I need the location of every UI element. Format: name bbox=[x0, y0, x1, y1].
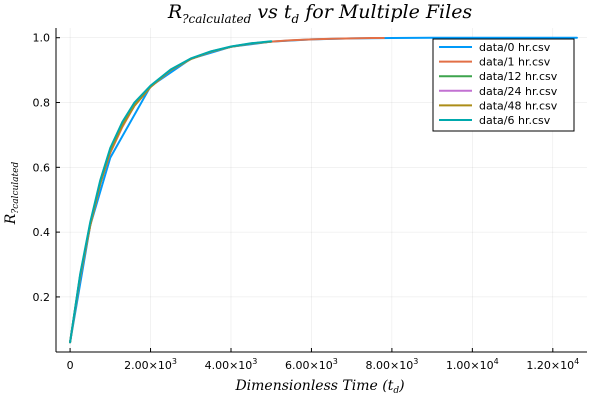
y-tick-label: 0.2 bbox=[33, 291, 51, 304]
x-tick-label: 1.20×104 bbox=[526, 357, 579, 372]
x-tick-label: 6.00×103 bbox=[285, 357, 338, 372]
x-tick-label: 0 bbox=[67, 359, 74, 372]
legend-label: data/1 hr.csv bbox=[479, 56, 551, 69]
chart-title: R?calculated vs td for Multiple Files bbox=[167, 1, 473, 26]
x-axis-label: Dimensionless Time (td) bbox=[234, 378, 404, 396]
y-axis-label: R?calculated bbox=[3, 162, 21, 226]
legend-label: data/0 hr.csv bbox=[479, 41, 551, 54]
legend-label: data/48 hr.csv bbox=[479, 99, 558, 112]
axes bbox=[55, 28, 587, 353]
series-layer bbox=[69, 36, 578, 344]
x-tick-label: 8.00×103 bbox=[365, 357, 418, 372]
y-tick-label: 0.8 bbox=[33, 97, 51, 110]
x-tick-label: 2.00×103 bbox=[124, 357, 177, 372]
series-line-1 bbox=[69, 37, 385, 344]
legend-box bbox=[432, 38, 575, 132]
series-line-5 bbox=[69, 40, 273, 344]
x-tick-label: 4.00×103 bbox=[205, 357, 258, 372]
legend-label: data/24 hr.csv bbox=[479, 85, 558, 98]
legend-label: data/12 hr.csv bbox=[479, 70, 558, 83]
legend-label: data/6 hr.csv bbox=[479, 114, 551, 127]
y-tick-label: 1.0 bbox=[33, 32, 51, 45]
y-tick-label: 0.4 bbox=[33, 226, 51, 239]
y-tick-label: 0.6 bbox=[33, 161, 51, 174]
tick-labels: 0 2.00×103 4.00×103 6.00×103 8.00×103 1.00×10… bbox=[33, 32, 580, 372]
x-tick-label: 1.00×104 bbox=[446, 357, 499, 372]
